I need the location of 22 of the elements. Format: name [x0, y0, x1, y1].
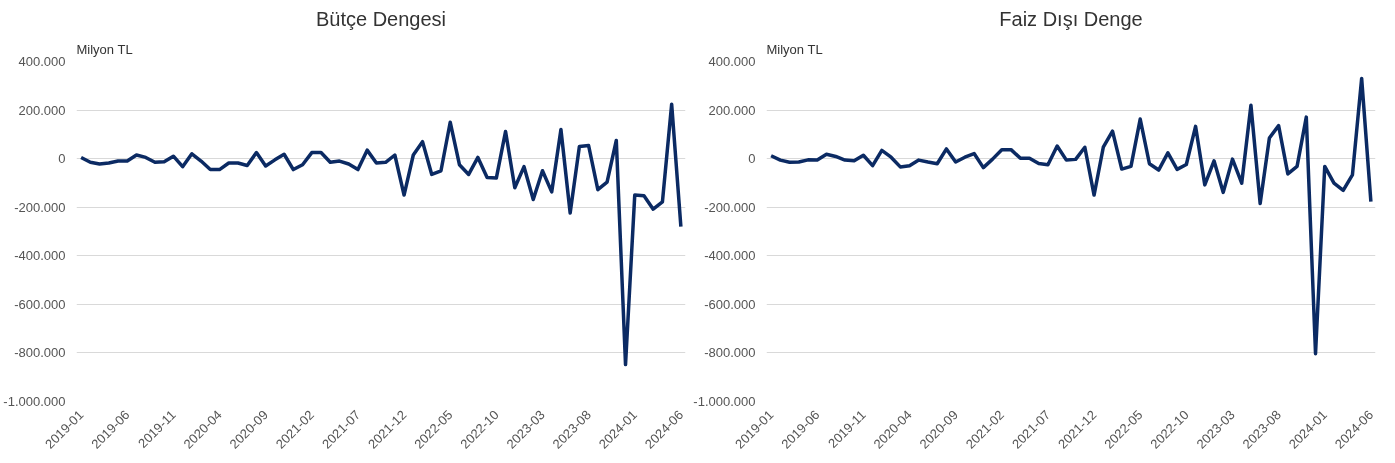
y-tick-label: 400.000: [708, 54, 756, 69]
y-tick-label: -800.000: [14, 345, 66, 361]
y-tick-label: -200.000: [704, 199, 756, 215]
y-axis-title: Milyon TL: [76, 41, 133, 57]
y-tick-label: 200.000: [708, 102, 756, 118]
y-tick-label: 200.000: [18, 102, 66, 118]
line-series: [79, 102, 683, 367]
y-tick-label: -400.000: [14, 248, 66, 264]
chart-title: Faiz Dışı Denge: [999, 7, 1143, 30]
y-tick-label: -600.000: [14, 296, 66, 312]
y-tick-label: 0: [58, 151, 66, 167]
chart-title: Bütçe Dengesi: [315, 7, 447, 30]
line-series: [769, 76, 1373, 356]
y-tick-label: -400.000: [704, 248, 756, 264]
y-tick-label: -1.000.000: [693, 394, 756, 409]
y-tick-label: -1.000.000: [3, 394, 66, 409]
y-tick-label: -600.000: [704, 296, 756, 312]
y-tick-label: 0: [748, 151, 756, 167]
y-tick-label: -800.000: [704, 345, 756, 361]
y-tick-label: -200.000: [14, 199, 66, 215]
y-tick-label: 400.000: [18, 54, 66, 69]
y-axis-title: Milyon TL: [766, 41, 823, 57]
